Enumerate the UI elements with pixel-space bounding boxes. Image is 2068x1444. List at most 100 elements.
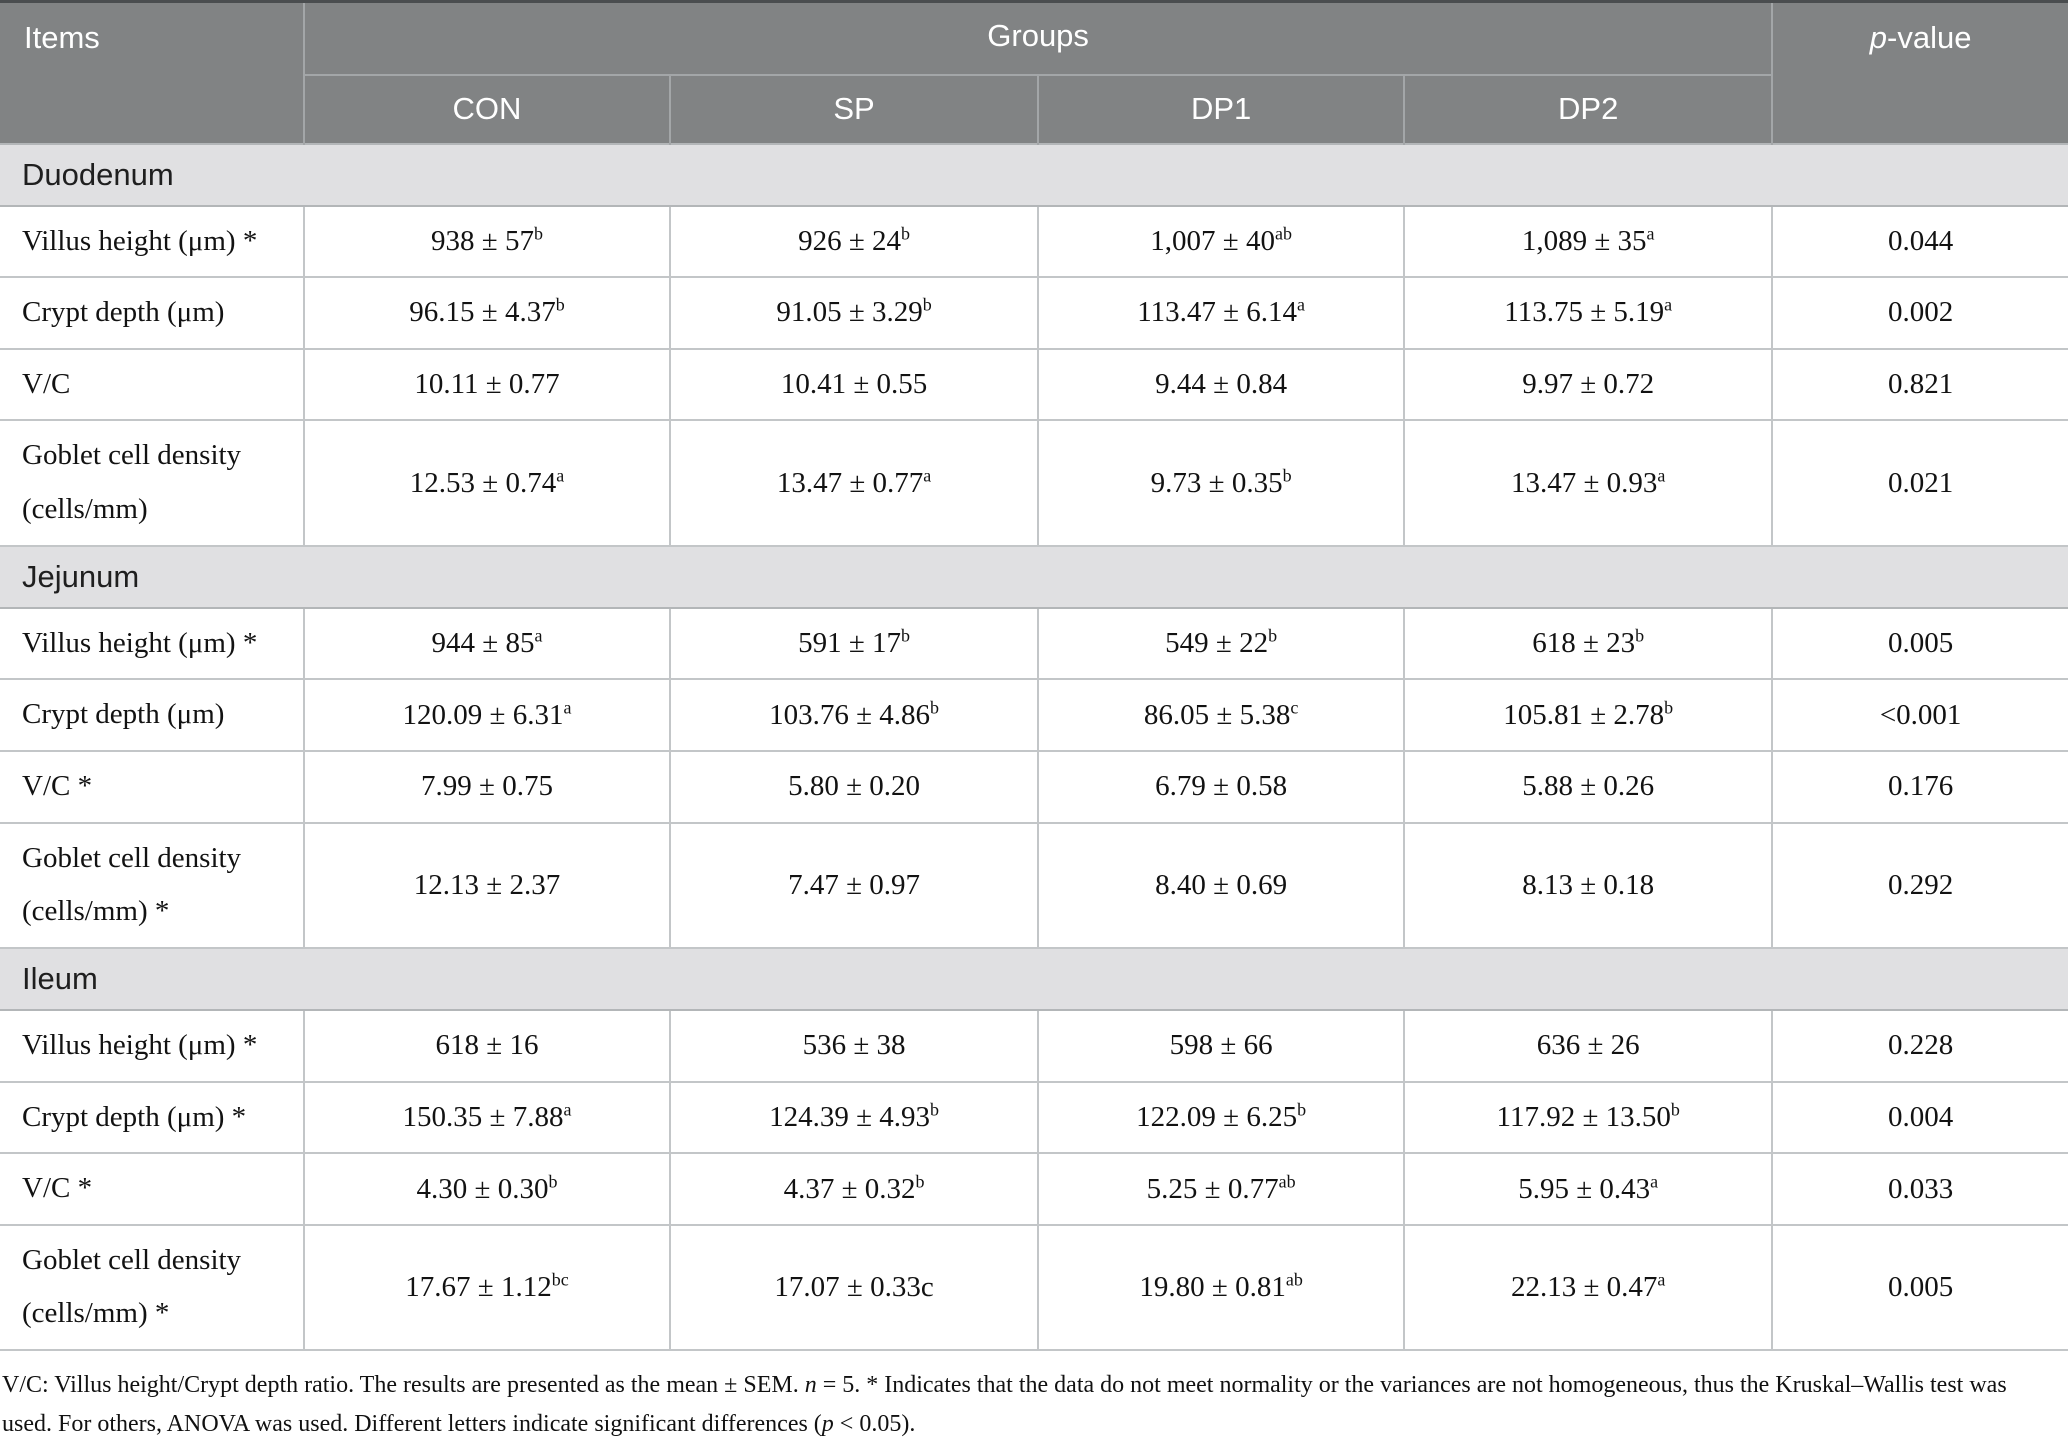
group-column-header-dp2: DP2 — [1403, 74, 1773, 144]
p-value-rest: -value — [1887, 20, 1972, 55]
value-cell: 113.75 ± 5.19a — [1403, 276, 1773, 350]
value-cell: 926 ± 24b — [669, 204, 1039, 279]
significance-superscript: b — [1664, 697, 1674, 717]
significance-superscript: b — [901, 625, 911, 646]
significance-superscript: a — [534, 625, 543, 646]
table-row: Goblet cell density (cells/mm) * 12.13 ± … — [0, 821, 2068, 949]
value-cell: 150.35 ± 7.88a — [302, 1080, 671, 1155]
p-value-cell: 0.044 — [1771, 204, 2068, 279]
row-label: Villus height (μm) * — [0, 1008, 304, 1083]
p-value-cell: 0.821 — [1771, 347, 2068, 422]
value-cell: 12.13 ± 2.37 — [302, 821, 671, 949]
section-row-duodenum: Duodenum — [0, 142, 2068, 207]
significance-superscript: ab — [1278, 1170, 1296, 1191]
row-label: Goblet cell density (cells/mm) * — [0, 821, 304, 949]
value-cell: 598 ± 66 — [1037, 1008, 1405, 1083]
value-cell: 12.53 ± 0.74a — [302, 419, 671, 547]
significance-superscript: b — [548, 1170, 558, 1191]
value-cell: 113.47 ± 6.14a — [1037, 276, 1405, 350]
value-cell: 618 ± 23b — [1403, 606, 1773, 681]
row-label: Goblet cell density (cells/mm) * — [0, 1223, 304, 1352]
row-label: V/C * — [0, 749, 304, 824]
value-cell: 8.13 ± 0.18 — [1403, 821, 1773, 949]
value-cell: 549 ± 22b — [1037, 606, 1405, 681]
significance-superscript: b — [555, 294, 565, 315]
footnote-segment: V/C: Villus height/Crypt depth ratio. Th… — [2, 1372, 805, 1399]
p-value-cell: 0.021 — [1771, 419, 2068, 547]
group-column-header-con: CON — [303, 74, 671, 144]
header-row-groups: Items Groups p-value — [0, 1, 2068, 144]
value-cell: 17.67 ± 1.12bc — [302, 1223, 671, 1352]
value-cell: 120.09 ± 6.31a — [302, 678, 671, 752]
row-label: Goblet cell density (cells/mm) — [0, 419, 304, 547]
section-row-jejunum: Jejunum — [0, 544, 2068, 609]
groups-column-header: Groups — [303, 1, 1773, 76]
value-cell: 19.80 ± 0.81ab — [1037, 1223, 1405, 1352]
table-row: Villus height (μm) * 618 ± 16 536 ± 38 598 … — [0, 1008, 2068, 1083]
significance-superscript: a — [556, 464, 565, 485]
section-header-jejunum: Jejunum — [0, 544, 2068, 609]
value-cell: 591 ± 17b — [669, 606, 1039, 681]
p-value-cell: 0.005 — [1771, 606, 2068, 681]
value-cell: 1,089 ± 35a — [1403, 204, 1773, 279]
table-row: V/C * 7.99 ± 0.75 5.80 ± 0.20 6.79 ± 0.58 5.… — [0, 749, 2068, 824]
value-cell: 103.76 ± 4.86b — [669, 678, 1039, 752]
significance-superscript: a — [1650, 1170, 1659, 1191]
p-value-italic-letter: p — [1869, 20, 1888, 55]
significance-superscript: a — [1657, 464, 1666, 485]
value-cell: 105.81 ± 2.78b — [1403, 678, 1773, 752]
p-value-cell: 0.004 — [1771, 1080, 2068, 1155]
value-cell: 7.47 ± 0.97 — [669, 821, 1039, 949]
value-cell: 8.40 ± 0.69 — [1037, 821, 1405, 949]
value-cell: 944 ± 85a — [302, 606, 671, 681]
row-label: Villus height (μm) * — [0, 606, 304, 681]
significance-superscript: a — [923, 464, 932, 485]
header-row-group-names: CON SP DP1 DP2 — [0, 74, 2068, 144]
value-cell: 9.44 ± 0.84 — [1037, 347, 1405, 422]
significance-superscript: b — [1635, 625, 1645, 646]
value-cell: 938 ± 57b — [302, 204, 671, 279]
value-cell: 124.39 ± 4.93b — [669, 1080, 1039, 1155]
section-header-ileum: Ileum — [0, 946, 2068, 1011]
table-row: Villus height (μm) * 938 ± 57b 926 ± 24b 1,… — [0, 204, 2068, 279]
value-cell: 17.07 ± 0.33c — [669, 1223, 1039, 1352]
value-cell: 6.79 ± 0.58 — [1037, 749, 1405, 824]
value-cell: 5.25 ± 0.77ab — [1037, 1152, 1405, 1226]
p-value-cell: 0.033 — [1771, 1152, 2068, 1226]
table-row: Crypt depth (μm) * 150.35 ± 7.88a 124.39 ±… — [0, 1080, 2068, 1155]
p-value-cell: 0.005 — [1771, 1223, 2068, 1352]
row-label: Villus height (μm) * — [0, 204, 304, 279]
value-cell: 122.09 ± 6.25b — [1037, 1080, 1405, 1155]
intestinal-morphology-table: Items Groups p-value CON SP DP1 DP2 Duodenu… — [0, 0, 2068, 1352]
p-value-cell: <0.001 — [1771, 678, 2068, 752]
section-header-duodenum: Duodenum — [0, 142, 2068, 207]
significance-superscript: ab — [1274, 223, 1292, 244]
significance-superscript: a — [1657, 1269, 1666, 1290]
significance-superscript: b — [533, 223, 543, 244]
significance-superscript: b — [930, 697, 940, 717]
row-label: Crypt depth (μm) * — [0, 1080, 304, 1155]
value-cell: 22.13 ± 0.47a — [1403, 1223, 1773, 1352]
group-column-header-sp: SP — [669, 74, 1039, 144]
row-label: V/C * — [0, 1152, 304, 1226]
row-label: Crypt depth (μm) — [0, 678, 304, 752]
value-cell: 5.88 ± 0.26 — [1403, 749, 1773, 824]
significance-superscript: b — [922, 294, 932, 315]
value-cell: 5.95 ± 0.43a — [1403, 1152, 1773, 1226]
p-value-cell: 0.002 — [1771, 276, 2068, 350]
significance-superscript: b — [930, 1099, 940, 1120]
p-value-cell: 0.228 — [1771, 1008, 2068, 1083]
items-column-header: Items — [0, 1, 305, 144]
footnote-italic-segment: p — [821, 1411, 834, 1438]
significance-superscript: a — [1664, 294, 1673, 315]
group-column-header-dp1: DP1 — [1037, 74, 1405, 144]
value-cell: 13.47 ± 0.93a — [1403, 419, 1773, 547]
value-cell: 1,007 ± 40ab — [1037, 204, 1405, 279]
table-footnote: V/C: Villus height/Crypt depth ratio. Th… — [0, 1351, 2068, 1444]
value-cell: 4.37 ± 0.32b — [669, 1152, 1039, 1226]
significance-superscript: a — [1646, 223, 1655, 244]
section-row-ileum: Ileum — [0, 946, 2068, 1011]
significance-superscript: a — [1297, 294, 1306, 315]
value-cell: 9.97 ± 0.72 — [1403, 347, 1773, 422]
row-label: V/C — [0, 347, 304, 422]
